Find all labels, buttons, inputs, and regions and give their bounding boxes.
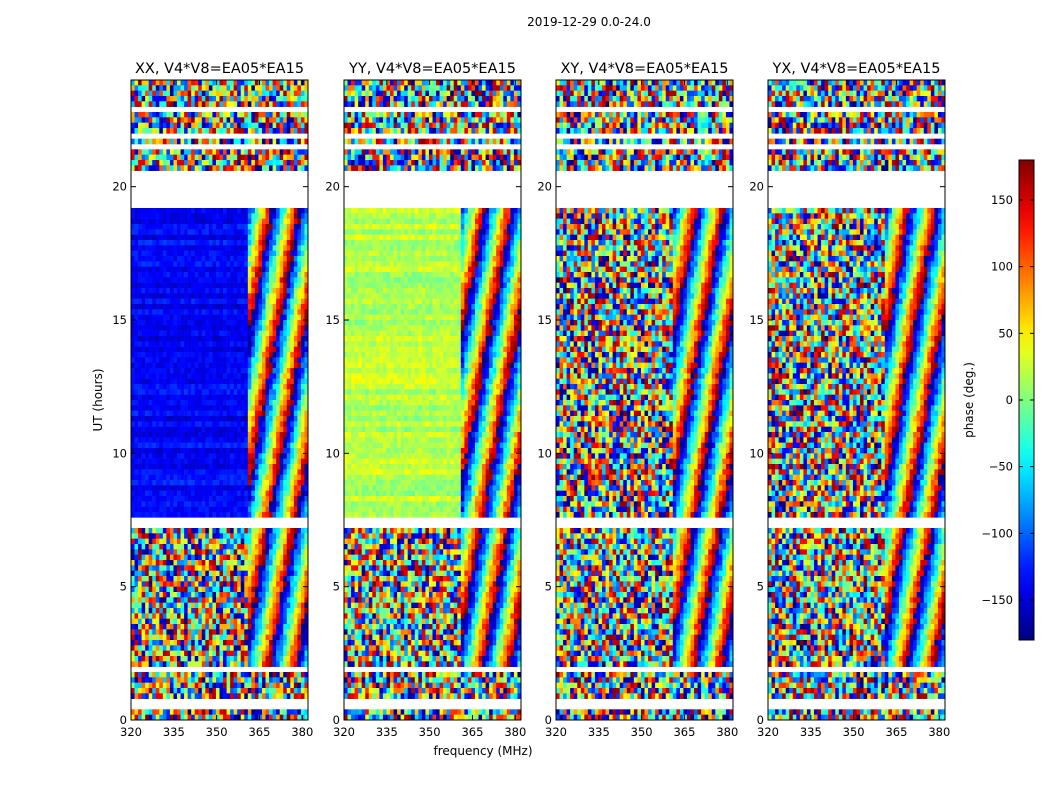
colorbar-tick-label: −100: [981, 526, 1013, 540]
x-tick-label: 350: [419, 725, 441, 739]
panel-frame: [767, 79, 946, 721]
y-tick-label: 5: [333, 580, 340, 594]
x-tick-label: 365: [461, 725, 483, 739]
y-tick-label: 15: [749, 313, 764, 327]
phase-image-xx: [131, 80, 308, 720]
y-tick-label: 20: [112, 180, 127, 194]
x-tick-label: 365: [885, 725, 907, 739]
y-tick-label: 0: [757, 713, 764, 727]
panel-frame: [555, 79, 734, 721]
panel-title: XX, V4*V8=EA05*EA15: [135, 61, 304, 77]
panel-yy: YY, V4*V8=EA05*EA15 320 335 350 365 380 0 5 10 15…: [325, 61, 526, 739]
x-tick-label: 380: [928, 725, 950, 739]
y-tick-label: 20: [537, 180, 552, 194]
panel-xy: XY, V4*V8=EA05*EA15 320 335 350 365 380 0 5 10 15…: [537, 61, 738, 739]
x-tick-label: 335: [376, 725, 398, 739]
panel-title: XY, V4*V8=EA05*EA15: [560, 61, 728, 77]
y-tick-label: 15: [325, 313, 340, 327]
x-tick-label: 380: [716, 725, 738, 739]
x-tick-label: 380: [504, 725, 526, 739]
colorbar-tick-label: −150: [981, 593, 1013, 607]
colorbar-tick-label: 100: [991, 260, 1013, 274]
y-tick-label: 5: [757, 580, 764, 594]
y-axis-label: UT (hours): [91, 368, 105, 431]
y-tick-label: 0: [120, 713, 127, 727]
figure-suptitle: 2019-12-29 0.0-24.0: [527, 15, 651, 29]
x-tick-label: 335: [588, 725, 610, 739]
y-tick-label: 10: [112, 446, 127, 460]
y-tick-label: 0: [545, 713, 552, 727]
x-tick-label: 380: [291, 725, 313, 739]
panel-yx: YX, V4*V8=EA05*EA15 320 335 350 365 380 0 5 10 15…: [749, 61, 950, 739]
x-tick-label: 320: [333, 725, 355, 739]
y-tick-label: 10: [325, 446, 340, 460]
colorbar-tick-label: 50: [998, 326, 1013, 340]
y-tick-label: 10: [749, 446, 764, 460]
panel-title: YY, V4*V8=EA05*EA15: [348, 61, 516, 77]
x-tick-label: 335: [163, 725, 185, 739]
phase-image-yy: [344, 80, 521, 720]
panels: XX, V4*V8=EA05*EA15 320 335 350 365 380 0 5 10 15…: [112, 61, 950, 739]
panel-title: YX, V4*V8=EA05*EA15: [771, 61, 940, 77]
x-tick-label: 320: [757, 725, 779, 739]
x-tick-label: 350: [206, 725, 228, 739]
panel-frame: [343, 79, 522, 721]
x-tick-label: 335: [800, 725, 822, 739]
y-tick-label: 15: [112, 313, 127, 327]
y-tick-label: 20: [325, 180, 340, 194]
y-tick-label: 20: [749, 180, 764, 194]
colorbar: −150 −100 −50 0 50 100 150: [981, 159, 1035, 641]
panel-frame: [130, 79, 309, 721]
y-tick-label: 15: [537, 313, 552, 327]
x-tick-label: 350: [843, 725, 865, 739]
colorbar-tick-label: −50: [989, 460, 1013, 474]
x-tick-label: 365: [673, 725, 695, 739]
colorbar-tick-label: 0: [1006, 393, 1013, 407]
y-tick-label: 5: [120, 580, 127, 594]
x-tick-label: 350: [631, 725, 653, 739]
phase-image-yx: [768, 80, 945, 720]
x-tick-label: 365: [248, 725, 270, 739]
phase-image-xy: [556, 80, 733, 720]
colorbar-label: phase (deg.): [962, 362, 976, 438]
x-tick-label: 320: [545, 725, 567, 739]
y-tick-label: 5: [545, 580, 552, 594]
y-tick-label: 0: [333, 713, 340, 727]
x-tick-label: 320: [120, 725, 142, 739]
panel-xx: XX, V4*V8=EA05*EA15 320 335 350 365 380 0 5 10 15…: [112, 61, 313, 739]
x-axis-label: frequency (MHz): [433, 744, 532, 758]
y-tick-label: 10: [537, 446, 552, 460]
colorbar-tick-label: 150: [991, 193, 1013, 207]
